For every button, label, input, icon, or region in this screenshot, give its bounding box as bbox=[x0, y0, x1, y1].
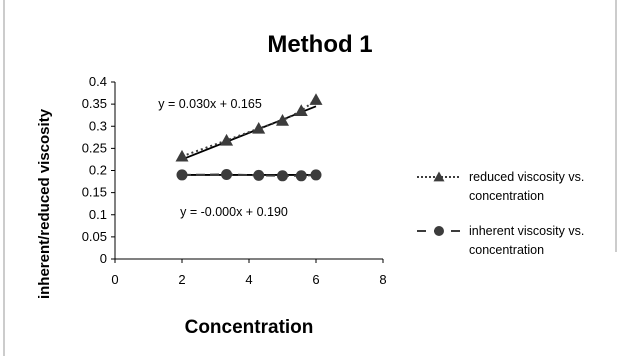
y-tick-label: 0.4 bbox=[89, 74, 107, 89]
trendline-equation-1: y = -0.000x + 0.190 bbox=[180, 205, 288, 219]
chart-title: Method 1 bbox=[267, 31, 372, 58]
data-point-circle bbox=[176, 169, 188, 181]
data-point-circle bbox=[277, 170, 288, 182]
trendline-equation-0: y = 0.030x + 0.165 bbox=[158, 97, 262, 111]
x-tick-label: 2 bbox=[178, 272, 185, 287]
series-line-1 bbox=[181, 173, 317, 177]
y-tick-label: 0.25 bbox=[82, 140, 107, 155]
data-point-circle bbox=[253, 169, 265, 181]
y-tick-label: 0.05 bbox=[82, 229, 107, 244]
chart-legend: reduced viscosity vs. concentration inhere… bbox=[417, 170, 584, 257]
y-tick-label: 0.15 bbox=[82, 185, 107, 200]
y-tick-label: 0.35 bbox=[82, 96, 107, 111]
y-tick-label: 0 bbox=[100, 251, 107, 266]
legend-label-1: inherent viscosity vs. bbox=[469, 224, 584, 238]
y-tick-label: 0.2 bbox=[89, 163, 107, 178]
data-point-triangle bbox=[309, 93, 323, 105]
data-point-triangle bbox=[220, 133, 234, 146]
data-point-circle bbox=[221, 168, 233, 180]
legend-marker-circle bbox=[434, 226, 444, 236]
x-tick-label: 4 bbox=[245, 272, 252, 287]
legend-label-0: concentration bbox=[469, 189, 544, 203]
data-point-triangle bbox=[175, 149, 189, 162]
legend-marker-triangle bbox=[433, 171, 445, 182]
data-point-triangle bbox=[252, 121, 266, 134]
x-tick-label: 6 bbox=[312, 272, 319, 287]
y-tick-label: 0.3 bbox=[89, 118, 107, 133]
x-tick-label: 0 bbox=[111, 272, 118, 287]
plot-area: 0 0.05 0.1 0.15 0.2 0.25 0.3 0.35 0.4 0 2 4 6 8 y = 0.… bbox=[82, 74, 387, 287]
data-point-triangle bbox=[294, 104, 308, 116]
legend-label-1: concentration bbox=[469, 243, 544, 257]
y-tick-label: 0.1 bbox=[89, 207, 107, 222]
data-point-circle bbox=[310, 169, 322, 181]
data-point-triangle bbox=[276, 113, 289, 126]
legend-label-0: reduced viscosity vs. bbox=[469, 170, 584, 184]
data-point-circle bbox=[295, 170, 307, 182]
x-axis-label: Concentration bbox=[185, 317, 314, 338]
x-tick-label: 8 bbox=[379, 272, 386, 287]
y-axis-label: inherent/reduced viscosity bbox=[36, 108, 53, 299]
